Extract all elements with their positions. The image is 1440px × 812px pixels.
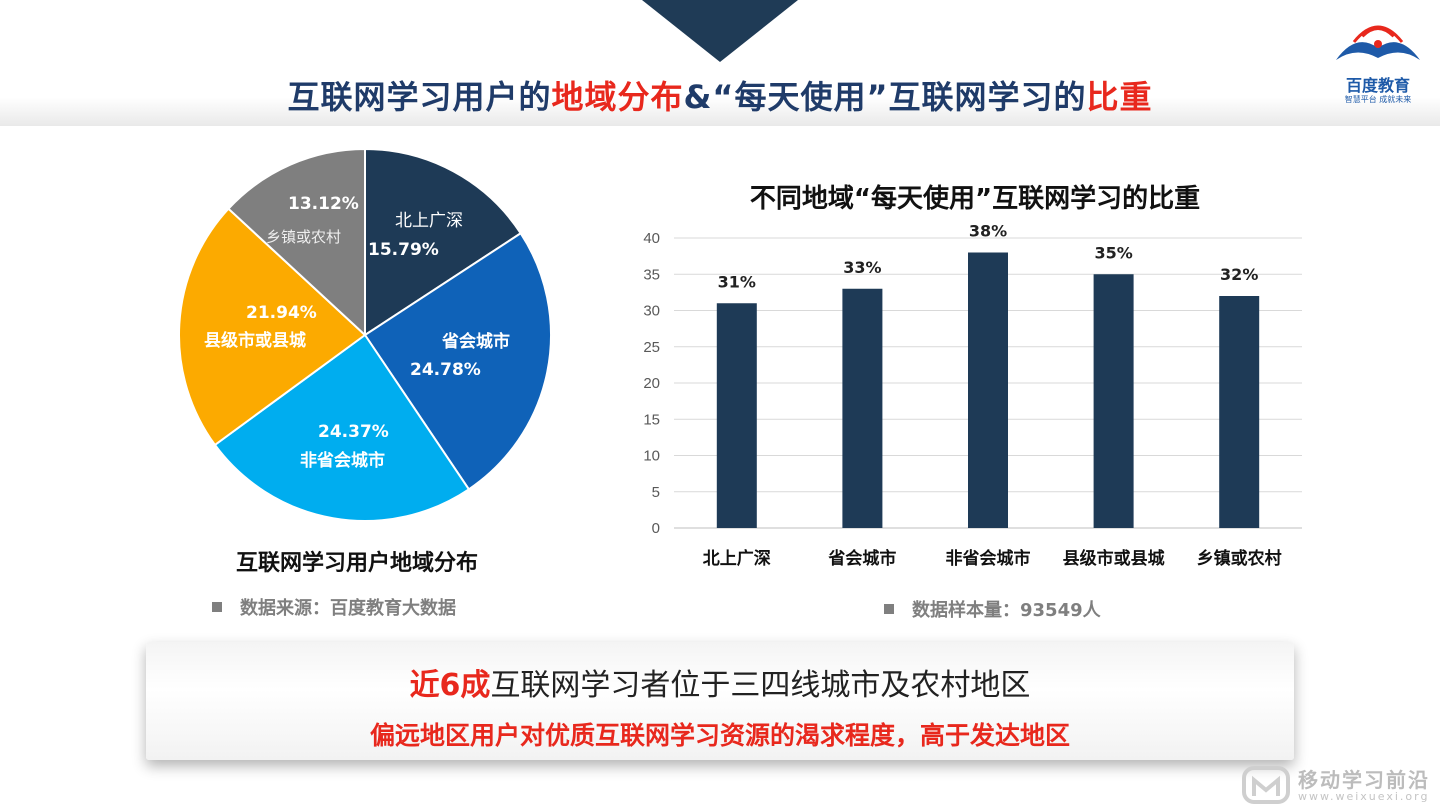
title-band <box>0 62 1440 126</box>
y-tick-label-6: 30 <box>643 303 660 320</box>
pie-value-county: 21.94% <box>246 303 317 323</box>
y-tick-label-8: 40 <box>643 230 660 247</box>
pie-slice-4 <box>227 148 366 338</box>
pie-value-provincial-capital: 24.78% <box>410 360 481 380</box>
top-triangle-decoration <box>642 0 798 62</box>
y-tick-label-2: 10 <box>643 448 660 465</box>
watermark: 移动学习前沿 www.weixuexi.org <box>1240 760 1440 810</box>
bar-chart: 0 5 10 15 20 25 30 35 40 31% 北上广深 33% 省会城市 38% 非省会城市 35… <box>643 222 1302 569</box>
logo-tagline: 智慧平台 成就未来 <box>1344 95 1412 104</box>
data-source-note: 数据来源：百度教育大数据 <box>212 594 456 620</box>
conclusion-line-2: 偏远地区用户对优质互联网学习资源的渴求程度，高于发达地区 <box>369 721 1070 750</box>
bar-data-label-0: 31% <box>718 272 756 291</box>
data-source-text: 数据来源：百度教育大数据 <box>240 598 456 619</box>
signal-logo-icon <box>1336 25 1420 60</box>
watermark-logo-icon <box>1242 766 1290 804</box>
bar-4 <box>1219 296 1260 528</box>
watermark-text: 移动学习前沿 <box>1298 768 1430 792</box>
y-tick-label-3: 15 <box>643 411 660 428</box>
pie-chart <box>178 148 552 522</box>
bar-data-label-4: 32% <box>1220 265 1258 284</box>
bar-chart-title: 不同地域“每天使用”互联网学习的比重 <box>749 184 1201 214</box>
page-title: 互联网学习用户的地域分布&“每天使用”互联网学习的比重 <box>0 72 1440 118</box>
title-part-3: &“每天使用”互联网学习的 <box>683 78 1087 116</box>
conclusion-highlight: 近6成 <box>409 668 491 703</box>
title-part-1: 互联网学习用户的 <box>287 78 552 116</box>
conclusion-line-1: 近6成互联网学习者位于三四线城市及农村地区 <box>146 660 1294 704</box>
x-tick-label-2: 非省会城市 <box>946 548 1031 569</box>
x-tick-label-4: 乡镇或农村 <box>1197 548 1282 569</box>
bar-data-label-1: 33% <box>843 258 881 277</box>
pie-label-county: 县级市或县城 <box>204 331 306 351</box>
conclusion-banner: 近6成互联网学习者位于三四线城市及农村地区 偏远地区用户对优质互联网学习资源的渴… <box>146 642 1294 760</box>
y-tick-label-4: 20 <box>643 375 660 392</box>
pie-slice-3 <box>178 207 367 447</box>
logo-name: 百度教育 <box>1345 76 1410 95</box>
bar-0 <box>716 303 757 528</box>
pie-slice-2 <box>213 333 471 522</box>
bullet-square-icon <box>212 602 222 612</box>
pie-label-rural: 乡镇或农村 <box>266 228 342 246</box>
pie-label-non-capital: 非省会城市 <box>300 451 385 471</box>
pie-chart-title: 互联网学习用户地域分布 <box>236 551 479 576</box>
bar-data-label-3: 35% <box>1094 243 1132 262</box>
sample-size-note: 数据样本量：93549人 <box>884 596 1101 622</box>
y-tick-label-5: 25 <box>643 339 660 356</box>
y-tick-label-7: 35 <box>643 266 660 283</box>
title-part-4: 比重 <box>1086 78 1153 116</box>
watermark-url: www.weixuexi.org <box>1298 790 1430 803</box>
conclusion-line-1-text: 互联网学习者位于三四线城市及农村地区 <box>490 668 1031 703</box>
sample-size-text: 数据样本量：93549人 <box>912 600 1101 621</box>
bar-3 <box>1093 274 1134 528</box>
y-tick-label-0: 0 <box>652 520 660 537</box>
x-tick-label-3: 县级市或县城 <box>1063 548 1165 569</box>
bar-data-label-2: 38% <box>969 222 1007 241</box>
pie-value-beishangguangshen: 15.79% <box>368 240 439 260</box>
pie-label-beishangguangshen: 北上广深 <box>395 211 463 231</box>
pie-label-provincial-capital: 省会城市 <box>442 332 510 352</box>
pie-slice-1 <box>363 231 552 491</box>
bar-2 <box>968 252 1008 528</box>
y-tick-label-1: 5 <box>652 484 660 501</box>
pie-value-rural: 13.12% <box>288 194 359 214</box>
bar-1 <box>842 288 883 528</box>
title-part-2: 地域分布 <box>551 78 684 116</box>
x-tick-label-1: 省会城市 <box>827 548 896 569</box>
pie-value-non-capital: 24.37% <box>318 422 389 442</box>
x-tick-label-0: 北上广深 <box>703 548 771 569</box>
baidu-education-logo: 百度教育 智慧平台 成就未来 <box>1328 14 1428 104</box>
bullet-square-icon <box>884 604 894 614</box>
pie-slice-0 <box>364 148 523 337</box>
